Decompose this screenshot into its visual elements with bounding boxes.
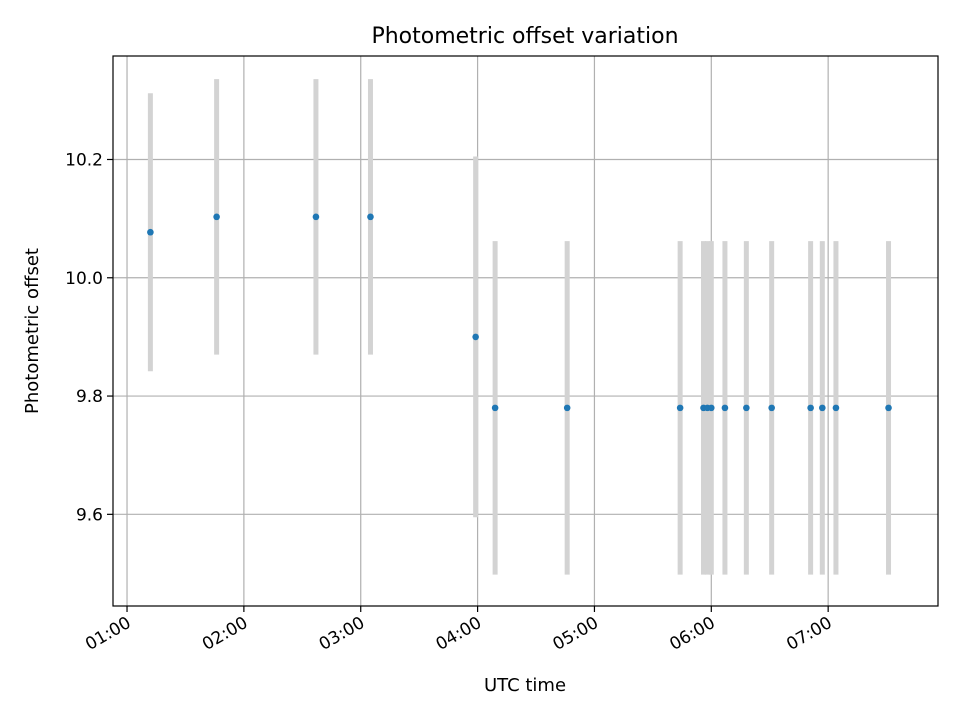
data-point — [832, 404, 840, 412]
grid — [113, 56, 938, 606]
data-points — [147, 213, 892, 412]
plot-area — [113, 56, 938, 606]
data-point — [472, 333, 479, 341]
data-point — [676, 404, 684, 412]
data-point — [768, 404, 775, 412]
data-point — [147, 228, 154, 236]
data-point — [491, 404, 499, 412]
chart-title: Photometric offset variation — [371, 24, 678, 49]
y-axis-ticks: 9.6 9.8 10.0 10.2 — [65, 150, 113, 525]
x-axis-label: UTC time — [484, 675, 566, 696]
data-point — [819, 404, 826, 412]
data-point — [708, 404, 715, 412]
data-point — [721, 404, 729, 412]
data-point — [367, 213, 374, 221]
data-point — [807, 404, 814, 412]
data-point — [312, 213, 320, 221]
data-point — [743, 404, 750, 412]
y-tick-label: 10.2 — [65, 150, 103, 170]
data-point — [885, 404, 892, 412]
y-tick-label: 9.8 — [76, 387, 103, 407]
data-point — [563, 404, 571, 412]
plot-frame — [112, 55, 939, 607]
data-point — [213, 213, 220, 221]
y-tick-label: 10.0 — [65, 269, 103, 289]
y-tick-label: 9.6 — [76, 505, 103, 525]
y-axis-label: Photometric offset — [22, 248, 43, 414]
